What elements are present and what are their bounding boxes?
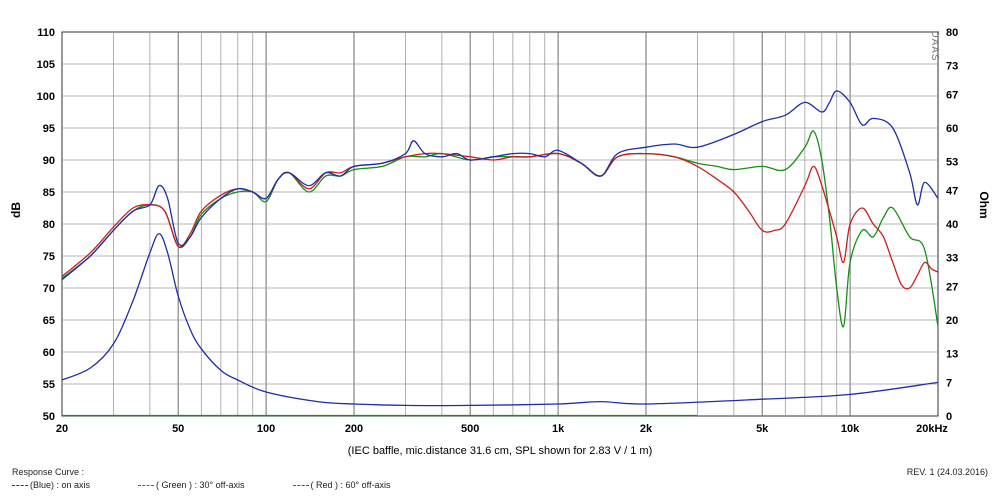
frequency-response-chart: 50 55 60 65 70 75 80 85 90 95 100 105 110 0 7 13 20 27 33… [9, 27, 991, 457]
y-tick-label: 50 [43, 411, 55, 423]
y2-tick-label: 13 [946, 349, 958, 361]
y2-tick-label: 0 [946, 411, 952, 423]
watermark-text: DAAS [929, 30, 940, 61]
y-tick-label: 95 [43, 123, 55, 135]
y-tick-label: 90 [43, 155, 55, 167]
x-tick-label: 20kHz [916, 423, 948, 435]
y-tick-label: 65 [43, 315, 55, 327]
series-group [61, 90, 939, 417]
y2-axis-label: Ohm [977, 191, 991, 218]
y-tick-label: 85 [43, 187, 55, 199]
legend-label-red: ( Red ) : 60° off-axis [310, 480, 391, 490]
revision-label: REV. 1 (24.03.2016) [906, 467, 988, 477]
y-tick-label: 55 [43, 379, 55, 391]
x-tick-label: 2k [640, 423, 653, 435]
series-line-impedance [61, 232, 939, 407]
y-tick-label: 105 [37, 59, 55, 71]
legend-swatch-red [292, 484, 309, 486]
y-tick-label: 75 [43, 251, 55, 263]
x-tick-label: 10k [841, 423, 860, 435]
y-axis-label: dB [9, 202, 23, 218]
y2-tick-label: 67 [946, 89, 958, 101]
legend-swatch-blue [12, 484, 28, 486]
legend-item-red: ( Red ) : 60° off-axis [292, 480, 391, 490]
x-tick-label: 20 [56, 423, 68, 435]
legend-items: (Blue) : on axis ( Green ) : 30° off-axi… [12, 480, 390, 490]
y2-axis-ticks: 0 7 13 20 27 33 40 47 53 60 67 73 80 [946, 27, 958, 423]
grid-lines [62, 32, 938, 416]
legend-item-blue: (Blue) : on axis [12, 480, 90, 490]
y-tick-label: 70 [43, 283, 55, 295]
legend-label-blue: (Blue) : on axis [30, 480, 91, 490]
x-tick-label: 50 [172, 423, 184, 435]
y2-tick-label: 73 [946, 61, 958, 73]
x-tick-label: 100 [257, 423, 275, 435]
y2-tick-label: 60 [946, 123, 958, 135]
y2-tick-label: 47 [946, 185, 958, 197]
y2-tick-label: 7 [946, 377, 952, 389]
y-tick-label: 80 [43, 219, 55, 231]
y2-tick-label: 40 [946, 219, 958, 231]
y2-tick-label: 80 [946, 27, 958, 39]
y-tick-label: 110 [37, 27, 55, 39]
legend-title: Response Curve : [12, 467, 85, 477]
series-line-on-axis [61, 90, 939, 281]
x-tick-label: 200 [345, 423, 363, 435]
legend-swatch-green [138, 484, 155, 486]
y2-tick-label: 33 [946, 253, 958, 265]
x-axis-caption: (IEC baffle, mic.distance 31.6 cm, SPL s… [348, 445, 652, 457]
x-tick-label: 5k [756, 423, 769, 435]
legend-label-green: ( Green ) : 30° off-axis [156, 480, 245, 490]
legend: Response Curve : (Blue) : on axis ( Gree… [12, 467, 390, 490]
y-axis-ticks: 50 55 60 65 70 75 80 85 90 95 100 105 110 [37, 27, 55, 423]
y-tick-label: 100 [37, 91, 55, 103]
y2-tick-label: 27 [946, 281, 958, 293]
legend-item-green: ( Green ) : 30° off-axis [138, 480, 245, 490]
x-axis-ticks: 20 50 100 200 500 1k 2k 5k 10k 20kHz [56, 423, 949, 435]
y-tick-label: 60 [43, 347, 55, 359]
y2-tick-label: 20 [946, 315, 958, 327]
x-tick-label: 1k [552, 423, 565, 435]
x-tick-label: 500 [461, 423, 479, 435]
y2-tick-label: 53 [946, 157, 958, 169]
